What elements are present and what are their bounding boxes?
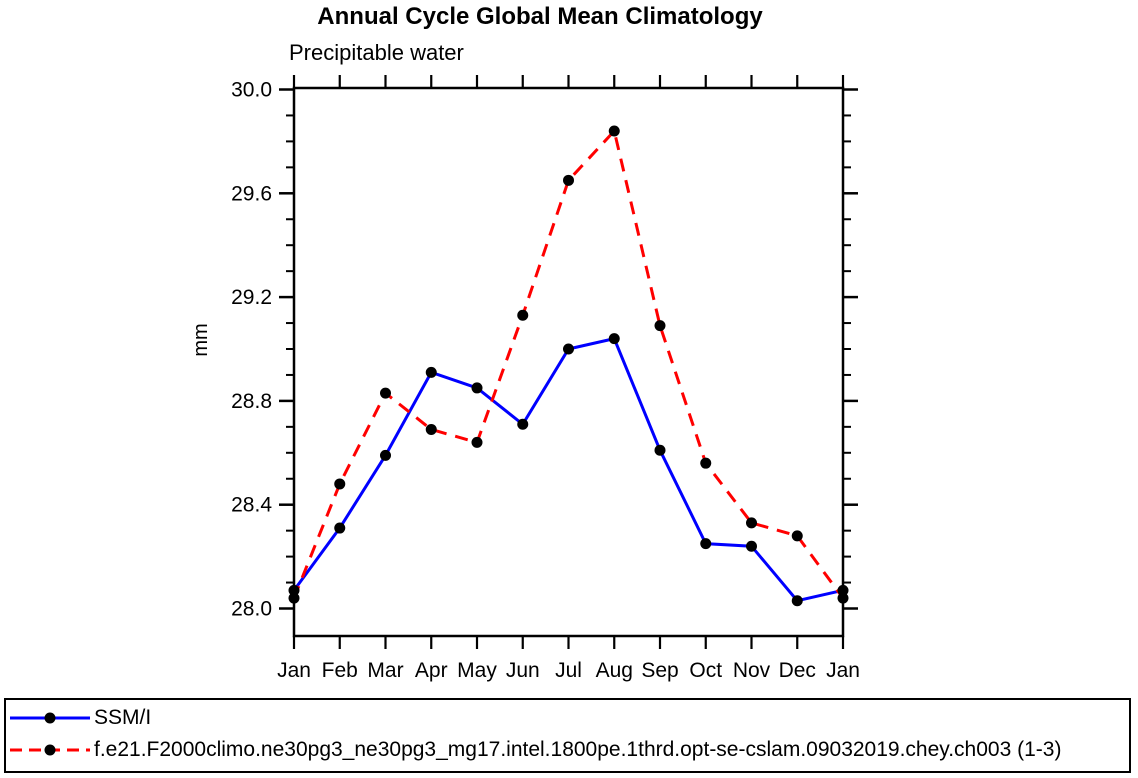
- axis-box: [292, 86, 845, 638]
- data-point-marker-s1: [654, 320, 666, 332]
- data-point-marker-s0: [746, 540, 757, 552]
- data-point-marker-s1: [837, 592, 849, 604]
- x-axis-tick-label: Jan: [826, 659, 860, 682]
- y-axis-tick-label: 28.4: [231, 494, 272, 517]
- data-point-marker-s0: [425, 366, 437, 378]
- y-axis-tick-label: 30.0: [231, 79, 272, 102]
- data-point-marker-s0: [288, 584, 300, 596]
- series-line-0: [292, 336, 844, 603]
- data-point-marker-s0: [608, 333, 620, 345]
- y-axis-tick-label: 28.8: [231, 390, 272, 413]
- series-line-1: [292, 127, 845, 600]
- data-point-marker-s1: [380, 387, 391, 399]
- x-axis-tick-label: Dec: [779, 659, 816, 682]
- legend-item-ssmi: SSM/I: [8, 704, 151, 732]
- data-point-marker-s1: [746, 517, 757, 529]
- x-axis-tick-label: Aug: [596, 659, 633, 682]
- y-axis-tick-label: 29.6: [231, 182, 272, 205]
- data-point-marker-s1: [608, 125, 620, 137]
- data-point-marker-s1: [517, 309, 529, 321]
- data-point-marker-s0: [700, 538, 712, 550]
- data-point-marker-s0: [471, 382, 483, 394]
- data-point-marker-s1: [334, 478, 346, 490]
- x-axis-tick-label: Mar: [367, 659, 403, 682]
- legend-sample-marker-0: [44, 712, 56, 724]
- data-point-marker-s1: [471, 436, 483, 448]
- chart-title: Annual Cycle Global Mean Climatology: [317, 3, 763, 30]
- data-point-marker-s1: [288, 592, 300, 604]
- data-point-marker-s1: [563, 174, 574, 186]
- x-axis-tick-label: Jan: [277, 659, 311, 682]
- x-axis-tick-label: Nov: [733, 659, 771, 682]
- x-axis-tick-label: Sep: [641, 659, 678, 682]
- data-point-marker-s0: [517, 418, 529, 430]
- data-point-marker-s0: [563, 343, 574, 355]
- x-axis-tick-label: Oct: [689, 659, 722, 682]
- data-point-marker-s1: [791, 530, 803, 542]
- x-axis-tick-label: Jun: [506, 659, 540, 682]
- data-point-marker-s0: [837, 584, 849, 596]
- y-axis-tick-label: 29.2: [231, 286, 272, 309]
- legend-line-sample-dashed: [10, 744, 90, 756]
- legend-item-model-run: f.e21.F2000climo.ne30pg3_ne30pg3_mg17.in…: [8, 736, 1061, 764]
- legend-sample-marker-1: [44, 744, 56, 756]
- chart-subtitle: Precipitable water: [289, 40, 464, 65]
- data-point-marker-s1: [700, 457, 712, 469]
- data-point-marker-s1: [425, 423, 437, 435]
- x-axis-tick-label: Jul: [555, 659, 582, 682]
- y-axis-tick-label: 28.0: [231, 598, 272, 621]
- data-point-marker-s0: [380, 449, 391, 461]
- legend-line-sample-solid: [10, 712, 90, 724]
- x-axis-tick-label: Apr: [415, 659, 448, 682]
- x-axis-tick-label: Feb: [322, 659, 358, 682]
- legend-box: SSM/I f.e21.F2000climo.ne30pg3_ne30pg3_m…: [4, 698, 1131, 773]
- x-axis-tick-label: May: [457, 659, 497, 682]
- data-point-marker-s0: [791, 595, 803, 607]
- legend-label-ssmi: SSM/I: [94, 706, 152, 729]
- legend-label-model-run: f.e21.F2000climo.ne30pg3_ne30pg3_mg17.in…: [94, 738, 1062, 761]
- data-point-marker-s0: [654, 444, 666, 456]
- data-point-marker-s0: [334, 522, 346, 534]
